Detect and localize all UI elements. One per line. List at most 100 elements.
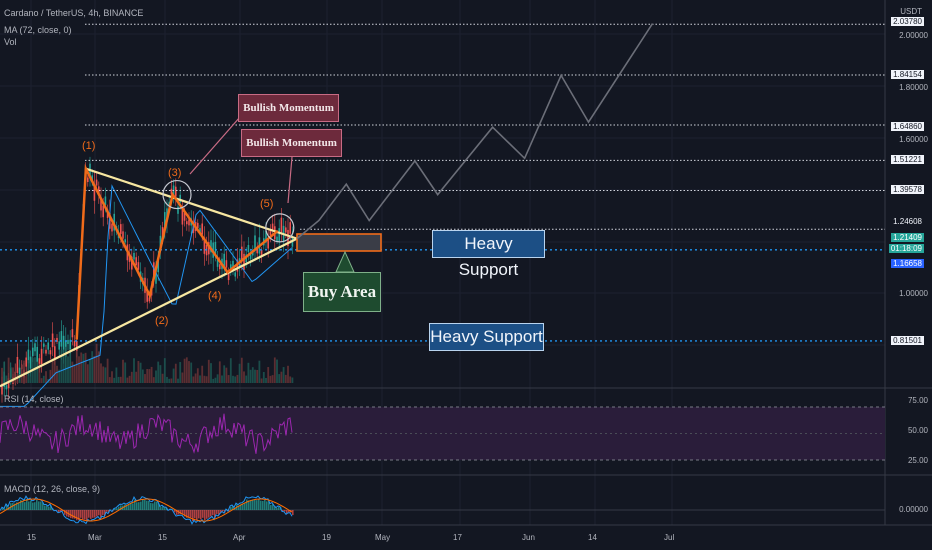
macd-hist-212	[212, 510, 214, 516]
macd-hist-174	[174, 510, 176, 513]
signal-line	[0, 498, 293, 522]
projection-path	[296, 23, 654, 240]
macd-hist-6	[6, 505, 8, 510]
volume-bar-76	[168, 378, 171, 383]
vol-legend: Vol	[4, 37, 17, 47]
macd-hist-20	[20, 500, 22, 510]
rsi-tick-50: 50.00	[907, 426, 928, 435]
candle-body-76	[168, 201, 170, 205]
candle-body-92	[203, 237, 206, 254]
candle-body-43	[95, 179, 98, 186]
buy-area-rect	[296, 233, 382, 252]
macd-hist-74	[74, 510, 76, 519]
volume-bar-10	[23, 360, 25, 383]
candle-body-12	[27, 349, 30, 364]
candle-body-19	[43, 343, 45, 347]
candle-body-121	[267, 238, 269, 249]
macd-hist-258	[258, 498, 260, 510]
macd-hist-94	[94, 510, 96, 518]
volume-bar-95	[210, 363, 212, 383]
candle-body-74	[164, 212, 166, 229]
volume-bar-101	[223, 365, 226, 383]
rsi-band	[0, 407, 885, 460]
macd-hist-124	[124, 504, 126, 510]
volume-bar-16	[36, 361, 39, 383]
candle-body-122	[269, 228, 272, 236]
volume-bar-118	[260, 378, 263, 383]
volume-bar-64	[141, 369, 144, 383]
macd-hist-78	[78, 510, 80, 521]
heavy-support-box-1: Heavy Support	[432, 230, 545, 279]
candle-body-33	[73, 340, 76, 347]
upper-trendline	[85, 167, 298, 240]
time-tick-15a: 15	[27, 533, 36, 542]
time-tick-15b: 15	[158, 533, 167, 542]
candle-body-41	[91, 175, 93, 182]
volume-bar-108	[238, 363, 241, 383]
volume-bar-107	[236, 374, 239, 383]
volume-bar-74	[163, 358, 166, 383]
volume-bar-93	[205, 376, 208, 383]
macd-hist-162	[162, 506, 164, 510]
candle-body-56	[124, 239, 126, 243]
volume-bar-122	[269, 375, 272, 383]
volume-bar-111	[245, 375, 248, 383]
macd-hist-180	[180, 510, 182, 515]
macd-hist-58	[58, 510, 60, 513]
macd-hist-80	[80, 510, 82, 518]
volume-bar-131	[289, 376, 292, 383]
candle-body-54	[120, 224, 122, 234]
volume-bar-102	[225, 367, 228, 383]
volume-bar-33	[73, 364, 76, 383]
wave-label-5: (5)	[260, 198, 274, 210]
volume-bar-48	[106, 358, 109, 383]
candle-body-32	[71, 329, 74, 338]
candle-body-126	[278, 228, 280, 242]
lower-trendline	[0, 237, 298, 388]
macd-hist-106	[106, 510, 108, 512]
volume-bar-62	[137, 361, 140, 383]
macd-hist-22	[22, 500, 24, 510]
moving-average-line	[0, 184, 293, 407]
macd-hist-130	[130, 503, 132, 510]
time-tick-may: May	[375, 533, 391, 542]
macd-hist-38	[38, 501, 40, 510]
macd-hist-2	[2, 507, 4, 510]
macd-hist-202	[202, 510, 204, 518]
volume-bar-46	[102, 366, 105, 383]
projected-path	[296, 23, 654, 240]
macd-hist-276	[276, 508, 278, 510]
candle-body-115	[254, 235, 256, 250]
candle-body-8	[18, 367, 21, 377]
volume-bar-71	[157, 361, 160, 383]
volume-bar-35	[78, 356, 80, 383]
wave-label-2: (2)	[155, 315, 169, 327]
macd-hist-140	[140, 501, 142, 510]
candle-body-25	[56, 337, 58, 342]
candle-body-14	[32, 347, 34, 357]
volume-bar-15	[34, 357, 36, 383]
volume-bar-47	[104, 367, 107, 383]
volume-bar-98	[216, 374, 219, 383]
volume-bar-53	[117, 376, 120, 383]
macd-hist-244	[244, 502, 246, 510]
level-tag-1-16658: 1.16658	[891, 259, 924, 268]
volume-bar-109	[240, 357, 243, 383]
macd-hist-246	[246, 499, 248, 510]
candle-body-42	[93, 184, 96, 201]
macd-hist-266	[266, 501, 268, 510]
volume-bar-51	[113, 377, 116, 383]
time-tick-17: 17	[453, 533, 462, 542]
volume-bar-52	[115, 367, 118, 383]
macd-hist-164	[164, 507, 166, 510]
level-tag-0-81501: 0.81501	[891, 336, 924, 345]
volume-bar-121	[267, 367, 270, 383]
macd-hist-60	[60, 510, 62, 512]
macd-hist-248	[248, 500, 250, 510]
candle-body-24	[54, 346, 56, 359]
volume-bar-25	[56, 365, 58, 383]
volume-bar-103	[227, 375, 230, 383]
candle-body-18	[40, 348, 43, 365]
volume-bar-116	[256, 369, 259, 383]
macd-hist-262	[262, 501, 264, 510]
